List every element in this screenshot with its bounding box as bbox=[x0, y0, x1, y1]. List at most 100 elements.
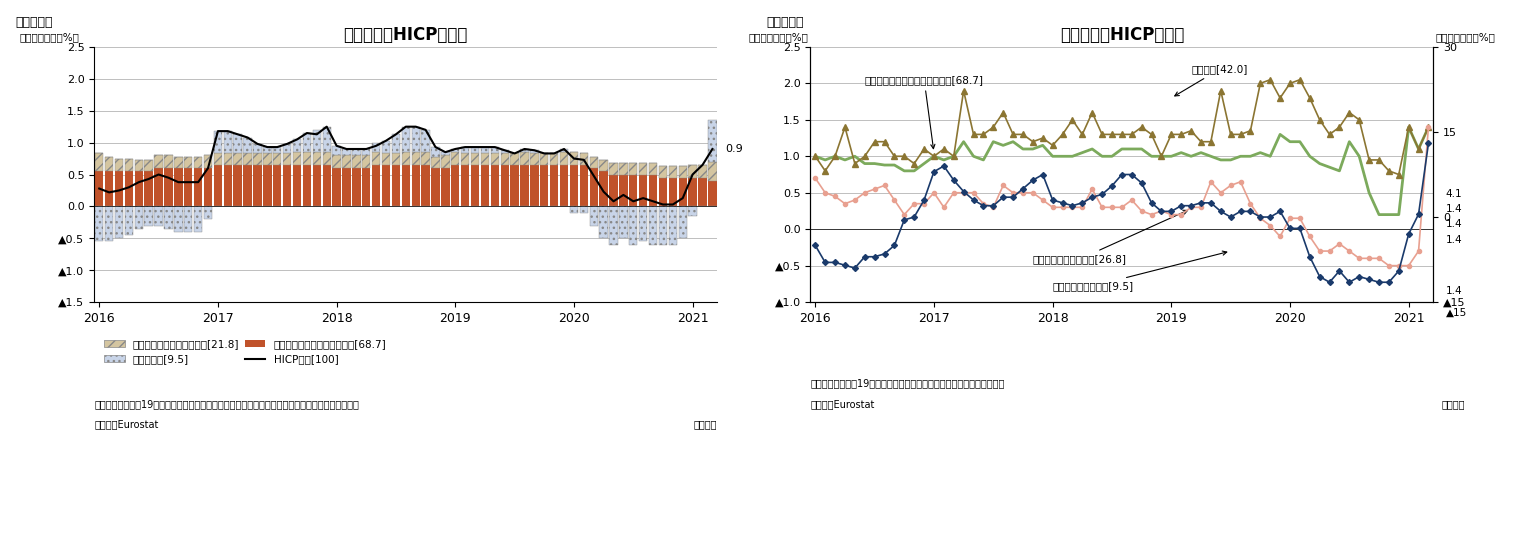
Bar bbox=[223, 165, 232, 206]
Bar bbox=[520, 165, 529, 206]
Bar bbox=[293, 139, 302, 152]
Bar bbox=[689, 165, 696, 178]
Bar bbox=[382, 141, 390, 154]
Bar bbox=[481, 147, 488, 154]
Bar bbox=[422, 152, 429, 165]
Bar bbox=[510, 154, 519, 165]
Bar bbox=[402, 165, 410, 206]
Bar bbox=[422, 165, 429, 206]
Bar bbox=[678, 206, 687, 238]
Bar bbox=[184, 156, 193, 168]
Bar bbox=[303, 165, 311, 206]
Bar bbox=[619, 206, 628, 238]
Bar bbox=[658, 206, 667, 245]
Bar bbox=[529, 165, 539, 206]
Bar bbox=[431, 147, 440, 156]
Bar bbox=[214, 131, 221, 154]
Bar bbox=[332, 155, 341, 168]
Legend: 飲食料（アルコール含む）[21.8], エネルギー[9.5], エネルギー・飲食料除く総合[68.7], HICP総合[100]: 飲食料（アルコール含む）[21.8], エネルギー[9.5], エネルギー・飲食… bbox=[100, 335, 391, 368]
Bar bbox=[520, 149, 529, 152]
Bar bbox=[590, 168, 598, 206]
Bar bbox=[124, 206, 133, 235]
Bar bbox=[293, 165, 302, 206]
Bar bbox=[630, 206, 637, 245]
hicp bbox=[317, 124, 335, 130]
Bar bbox=[639, 206, 648, 242]
Bar bbox=[698, 165, 707, 178]
Text: （前年同月比、%）: （前年同月比、%） bbox=[748, 32, 809, 42]
Bar bbox=[164, 206, 173, 229]
Bar bbox=[174, 206, 182, 232]
Text: 1.4: 1.4 bbox=[1446, 220, 1462, 229]
Bar bbox=[273, 147, 282, 154]
Bar bbox=[461, 165, 469, 206]
Text: エネルギー（右軸）[9.5]: エネルギー（右軸）[9.5] bbox=[1053, 251, 1227, 291]
Bar bbox=[115, 171, 123, 206]
Bar bbox=[194, 156, 202, 168]
Bar bbox=[155, 168, 162, 206]
Bar bbox=[144, 171, 153, 206]
Bar bbox=[649, 206, 657, 245]
Bar bbox=[451, 149, 460, 152]
Text: 財（エネルギー除く）[26.8]: 財（エネルギー除く）[26.8] bbox=[1033, 210, 1188, 264]
Bar bbox=[155, 206, 162, 226]
hicp bbox=[525, 147, 543, 154]
hicp bbox=[654, 201, 672, 208]
Bar bbox=[470, 154, 479, 165]
Text: （注）ユーロ圏は19か国、最新月の寄与度は簡易的な試算値、［］内は総合指数に対するウェイト: （注）ユーロ圏は19か国、最新月の寄与度は簡易的な試算値、［］内は総合指数に対す… bbox=[94, 399, 360, 409]
Bar bbox=[284, 154, 291, 165]
Bar bbox=[164, 168, 173, 206]
Bar bbox=[451, 165, 460, 206]
Bar bbox=[363, 168, 370, 206]
Bar bbox=[382, 154, 390, 165]
Bar bbox=[708, 162, 716, 181]
Bar bbox=[184, 168, 193, 206]
Bar bbox=[451, 152, 460, 165]
Text: （月次）: （月次） bbox=[693, 419, 718, 429]
Bar bbox=[689, 178, 696, 206]
Bar bbox=[529, 150, 539, 154]
Bar bbox=[253, 154, 262, 165]
Bar bbox=[579, 154, 589, 165]
Bar bbox=[520, 152, 529, 165]
Bar bbox=[669, 166, 677, 178]
Text: （資料）Eurostat: （資料）Eurostat bbox=[94, 419, 159, 429]
Bar bbox=[639, 163, 648, 175]
Bar bbox=[363, 155, 370, 168]
Bar bbox=[391, 165, 400, 206]
Bar bbox=[323, 165, 331, 206]
Bar bbox=[243, 165, 252, 206]
Bar bbox=[610, 175, 617, 206]
Bar bbox=[678, 178, 687, 206]
Bar bbox=[303, 152, 311, 165]
Bar bbox=[431, 168, 440, 206]
Bar bbox=[234, 165, 241, 206]
Bar bbox=[639, 175, 648, 206]
Bar bbox=[135, 206, 143, 229]
Bar bbox=[144, 160, 153, 171]
Bar bbox=[323, 152, 331, 165]
Bar bbox=[599, 160, 608, 171]
Bar bbox=[599, 206, 608, 238]
Bar bbox=[501, 165, 508, 206]
Bar bbox=[124, 159, 133, 171]
Bar bbox=[135, 171, 143, 206]
Bar bbox=[253, 144, 262, 154]
Bar bbox=[234, 154, 241, 165]
Bar bbox=[579, 165, 589, 206]
Bar bbox=[313, 165, 322, 206]
Bar bbox=[115, 206, 123, 238]
Bar bbox=[411, 127, 420, 152]
Bar bbox=[372, 165, 381, 206]
Bar bbox=[669, 206, 677, 245]
Text: （図表２）: （図表２） bbox=[766, 16, 804, 30]
Bar bbox=[363, 149, 370, 155]
hicp bbox=[278, 141, 296, 147]
Bar bbox=[599, 171, 608, 206]
Bar bbox=[174, 156, 182, 168]
Text: （注）ユーロ圏は19か国のデータ、［］内は総合指数に対するウェイト: （注）ユーロ圏は19か国のデータ、［］内は総合指数に対するウェイト bbox=[810, 379, 1004, 389]
Bar bbox=[262, 154, 272, 165]
Bar bbox=[570, 152, 578, 165]
Bar bbox=[630, 175, 637, 206]
Bar bbox=[649, 163, 657, 175]
